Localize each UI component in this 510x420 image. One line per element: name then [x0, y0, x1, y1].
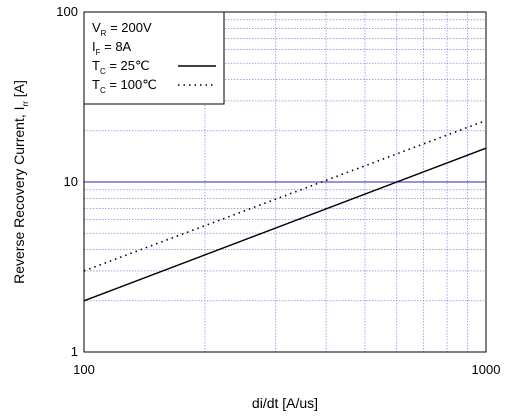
legend-entry: IF = 8A	[92, 39, 132, 57]
y-axis-label-main: Reverse Recovery Current, I	[11, 106, 27, 283]
tick-labels: 100 1000 1 10 100	[56, 4, 500, 377]
legend-box	[83, 11, 225, 105]
y-axis-label-unit: [A]	[11, 80, 27, 101]
y-tick-label: 1	[71, 344, 78, 359]
y-axis-label: Reverse Recovery Current, Irr [A]	[11, 80, 30, 284]
legend-entry: VR = 200V	[92, 20, 152, 38]
series-line-1	[83, 147, 487, 302]
legend-entry: TC = 100℃	[92, 77, 157, 95]
legend-entry: TC = 25℃	[92, 58, 150, 76]
y-tick-label: 10	[64, 174, 78, 189]
x-tick-label: 100	[73, 362, 95, 377]
x-axis-label: di/dt [A/us]	[252, 395, 318, 411]
y-axis-label-sub: rr	[21, 101, 30, 107]
series-line-2	[83, 119, 487, 272]
plot-frame	[83, 11, 487, 353]
y-tick-label: 100	[56, 4, 78, 19]
x-tick-label: 1000	[472, 362, 501, 377]
series-layer	[83, 119, 487, 302]
